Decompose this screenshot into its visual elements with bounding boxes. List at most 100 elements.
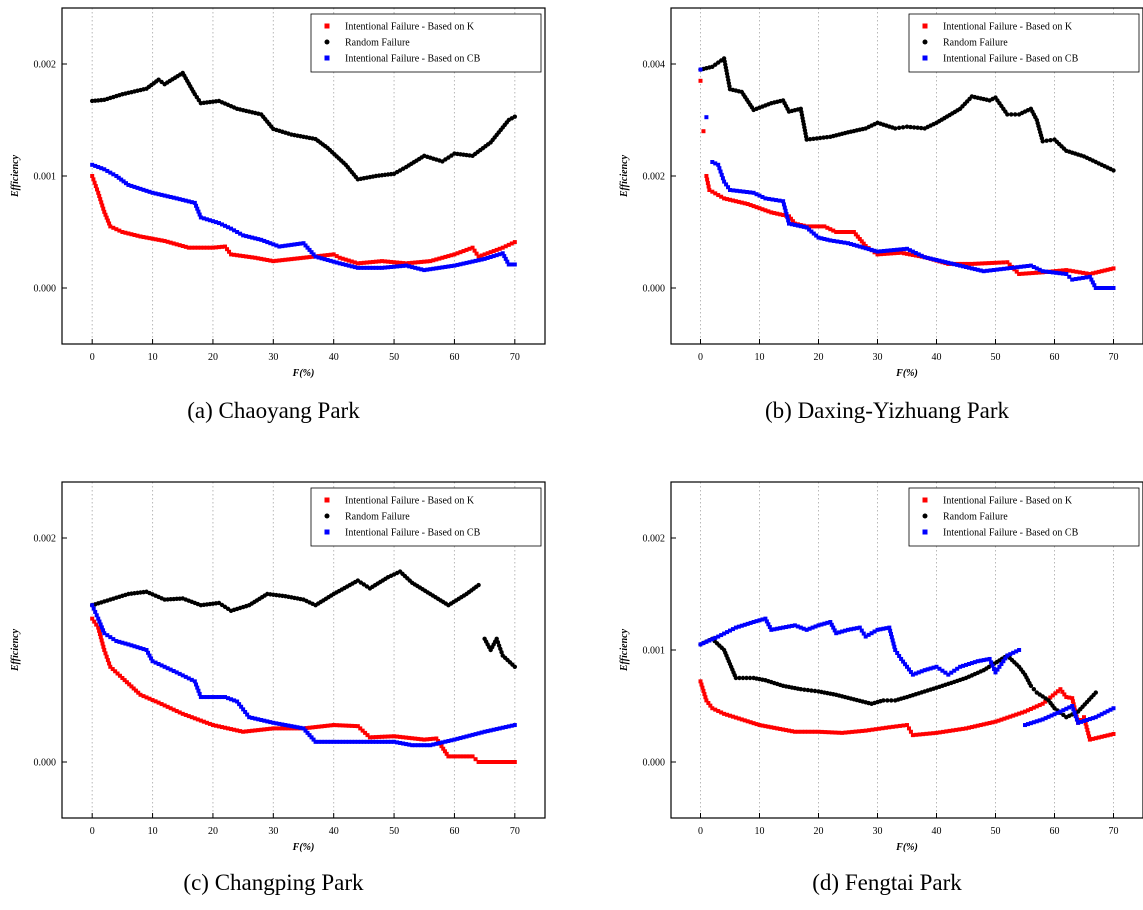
data-point [446,254,451,259]
data-point [473,258,478,263]
data-point [473,732,478,737]
data-point [210,695,215,700]
x-tick-label: 50 [991,826,1001,837]
data-point [268,720,273,725]
data-point [97,193,102,198]
data-point [90,603,95,608]
data-point [846,241,850,246]
legend-marker [324,55,330,61]
data-point [987,721,992,726]
data-point [100,203,105,208]
data-point [316,255,321,260]
data-point [500,245,505,250]
data-point [301,255,306,260]
data-point [931,257,936,262]
data-point [277,721,282,726]
data-point [1011,713,1016,718]
data-point [781,213,786,218]
data-point [141,187,146,192]
data-point [138,186,143,191]
data-point [704,698,709,703]
chart-1: 0 10 20 30 40 50 60 70 0.000 0.002 0.004 F(%) Effici… [619,7,1143,423]
data-point [488,728,493,733]
data-point [156,662,161,666]
data-point [419,737,424,742]
data-point [1084,724,1089,729]
data-point [114,639,119,644]
data-point [883,725,888,730]
data-point [947,728,952,733]
data-point [730,627,735,632]
data-point [101,206,106,211]
data-point [944,729,949,734]
data-point [165,239,170,244]
y-axis-label: Efficiency [619,154,630,198]
data-point [213,220,218,225]
data-point [223,695,228,700]
data-point [1018,264,1023,269]
data-point [337,739,342,744]
data-point [503,244,508,249]
data-point [915,125,920,130]
data-point [1102,268,1107,273]
data-point [869,631,874,636]
x-tick-label: 10 [755,352,765,363]
data-point [464,754,469,759]
chart-caption: (c) Changping Park [183,870,364,895]
data-point [307,733,312,738]
data-point [500,251,505,256]
data-point [99,625,104,630]
data-point [512,262,517,267]
data-point [159,702,164,707]
data-point [301,726,306,731]
data-point [1087,734,1092,739]
data-point [395,740,400,745]
data-point [494,727,499,732]
data-point [482,252,487,257]
data-point [880,726,885,731]
data-point [271,726,276,731]
data-point [304,726,309,731]
data-point [96,625,101,630]
data-point [201,216,206,221]
data-point [872,248,877,253]
data-point [787,624,791,629]
data-point [813,729,818,734]
data-point [810,625,815,630]
data-point [1102,734,1107,739]
data-point [989,660,994,665]
data-point [101,644,106,649]
data-point [1043,699,1048,704]
data-point [964,726,968,731]
data-point [818,224,823,229]
data-point [919,253,924,258]
x-tick-label: 30 [268,352,278,363]
data-point [1007,262,1012,267]
data-point [1064,268,1069,273]
series-k [90,616,517,764]
data-point [494,253,499,258]
data-point [925,255,930,260]
data-point [90,174,95,178]
data-point [907,248,912,253]
data-point [425,267,430,272]
chart-3: 0 10 20 30 40 50 60 70 0.000 0.001 0.002 F(%) Effici… [619,481,1143,895]
data-point [1011,650,1016,655]
data-point [1037,267,1042,272]
data-point [126,642,131,647]
data-point [955,262,960,267]
data-point [706,184,711,189]
data-point [458,736,463,741]
data-point [1064,706,1069,711]
data-point [1093,690,1099,695]
data-point [699,682,704,687]
data-point [739,717,744,722]
data-point [386,739,391,744]
data-point [197,212,202,217]
data-point [505,259,510,264]
data-point [467,754,472,759]
data-point [241,707,246,712]
data-point [730,714,735,719]
data-point [710,637,715,642]
data-point [1005,653,1010,658]
